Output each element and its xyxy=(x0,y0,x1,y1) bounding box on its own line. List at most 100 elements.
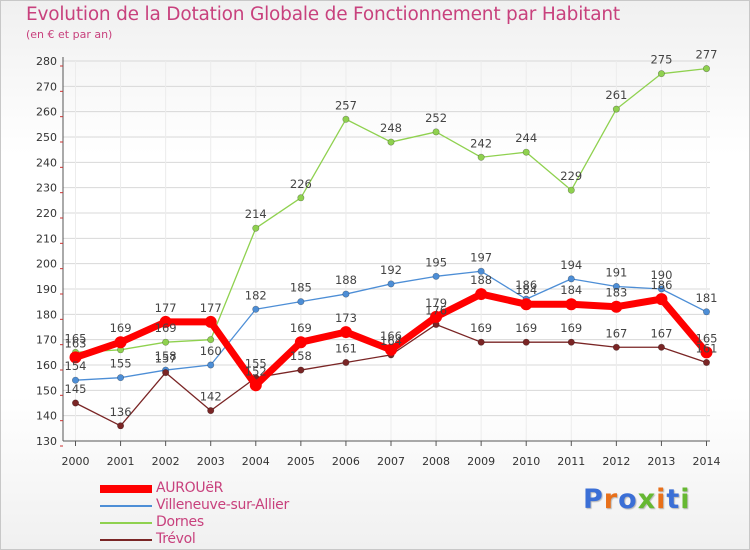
x-tick-label: 2006 xyxy=(332,455,360,468)
data-point xyxy=(655,293,668,306)
data-point xyxy=(297,366,305,374)
data-point xyxy=(522,148,530,156)
data-label: 179 xyxy=(425,296,447,310)
chart-subtitle: (en € et par an) xyxy=(26,28,113,41)
data-label: 188 xyxy=(335,273,357,287)
y-tick-label: 280 xyxy=(36,55,57,68)
data-label: 158 xyxy=(155,349,177,363)
data-label: 226 xyxy=(290,177,312,191)
data-label: 184 xyxy=(560,283,582,297)
data-point xyxy=(565,298,578,311)
x-tick-label: 2005 xyxy=(287,455,315,468)
data-label: 188 xyxy=(470,273,492,287)
data-point xyxy=(657,343,665,351)
data-point xyxy=(567,275,575,283)
data-point xyxy=(252,305,260,313)
data-point xyxy=(117,374,125,382)
data-point xyxy=(700,346,713,359)
data-point xyxy=(72,376,80,384)
y-axis-ticks: 130 140 150 160 170 180 190 200 210 220 230 240 250 2… xyxy=(36,55,63,448)
data-label: 195 xyxy=(425,255,447,269)
data-point xyxy=(477,153,485,161)
y-tick-label: 220 xyxy=(36,207,57,220)
data-point xyxy=(207,336,215,344)
y-tick-label: 270 xyxy=(36,80,57,93)
data-point xyxy=(159,315,172,328)
data-point xyxy=(339,326,352,339)
data-label: 154 xyxy=(65,359,87,373)
data-label: 169 xyxy=(470,321,492,335)
chart-axes xyxy=(62,57,710,442)
data-label: 169 xyxy=(110,321,132,335)
data-point xyxy=(114,336,127,349)
y-tick-label: 190 xyxy=(36,283,57,296)
data-label: 214 xyxy=(245,207,267,221)
data-label: 165 xyxy=(65,331,87,345)
data-label: 191 xyxy=(605,265,627,279)
data-label: 161 xyxy=(696,341,718,355)
data-point xyxy=(342,115,350,123)
x-tick-label: 2007 xyxy=(377,455,405,468)
data-label: 169 xyxy=(155,321,177,335)
data-point xyxy=(297,298,305,306)
data-label: 145 xyxy=(65,382,87,396)
data-point xyxy=(117,422,125,430)
data-label: 155 xyxy=(245,357,267,371)
x-tick-label: 2002 xyxy=(152,455,180,468)
data-point xyxy=(294,336,307,349)
y-tick-label: 260 xyxy=(36,106,57,119)
data-label: 184 xyxy=(515,283,537,297)
legend-label: Trévol xyxy=(156,531,196,547)
data-label: 242 xyxy=(470,136,492,150)
x-tick-label: 2001 xyxy=(107,455,135,468)
data-label: 169 xyxy=(560,321,582,335)
data-label: 164 xyxy=(380,334,402,348)
data-label: 185 xyxy=(290,281,312,295)
data-point xyxy=(162,369,170,377)
x-tick-label: 2011 xyxy=(557,455,585,468)
data-label: 167 xyxy=(605,326,627,340)
x-tick-label: 2004 xyxy=(242,455,270,468)
y-tick-label: 240 xyxy=(36,156,57,169)
data-point xyxy=(702,358,710,366)
chart-series xyxy=(69,65,713,430)
x-tick-label: 2003 xyxy=(197,455,225,468)
data-label: 161 xyxy=(335,341,357,355)
y-tick-label: 210 xyxy=(36,232,57,245)
data-label: 177 xyxy=(155,301,177,315)
legend-swatch xyxy=(100,505,152,507)
data-point xyxy=(162,338,170,346)
legend-swatch xyxy=(100,539,152,541)
data-point xyxy=(432,128,440,136)
data-point xyxy=(567,186,575,194)
x-tick-label: 2012 xyxy=(602,455,630,468)
data-label: 277 xyxy=(696,48,718,62)
data-point xyxy=(72,399,80,407)
data-point xyxy=(387,280,395,288)
data-label: 252 xyxy=(425,111,447,125)
y-tick-label: 140 xyxy=(36,410,57,423)
data-label: 275 xyxy=(650,53,672,67)
data-label: 166 xyxy=(380,329,402,343)
data-point xyxy=(430,310,443,323)
data-point xyxy=(385,343,397,356)
y-tick-label: 180 xyxy=(36,308,57,321)
data-point xyxy=(477,267,485,275)
data-label: 163 xyxy=(65,336,87,350)
y-tick-label: 200 xyxy=(36,258,57,271)
data-label: 167 xyxy=(650,326,672,340)
data-point xyxy=(342,358,350,366)
data-point xyxy=(612,282,620,290)
data-point xyxy=(702,308,710,316)
data-label: 244 xyxy=(515,131,537,145)
data-label: 186 xyxy=(515,278,537,292)
data-point xyxy=(475,288,488,301)
data-point xyxy=(69,351,82,364)
data-label: 248 xyxy=(380,121,402,135)
legend-label: Villeneuve-sur-Allier xyxy=(156,497,289,513)
x-tick-label: 2014 xyxy=(693,455,721,468)
y-tick-label: 160 xyxy=(36,359,57,372)
data-point xyxy=(297,194,305,202)
